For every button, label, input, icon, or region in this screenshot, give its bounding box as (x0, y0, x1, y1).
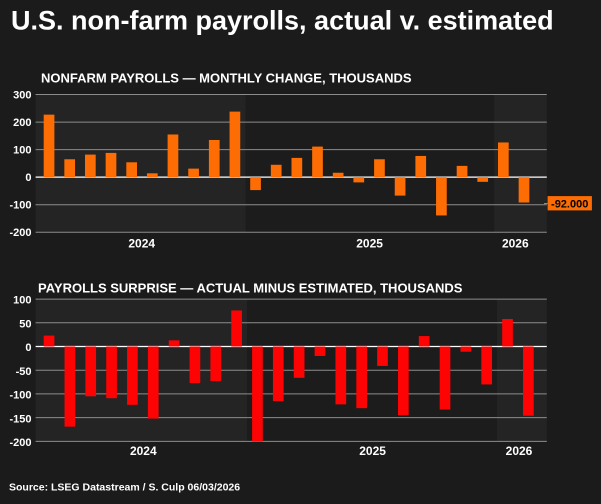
svg-text:2026: 2026 (506, 444, 533, 458)
svg-text:200: 200 (13, 117, 31, 129)
svg-text:2024: 2024 (130, 444, 157, 458)
svg-text:-100: -100 (9, 390, 31, 402)
svg-text:U.S. non-farm payrolls, actual: U.S. non-farm payrolls, actual v. estima… (11, 6, 554, 36)
svg-text:2026: 2026 (502, 237, 529, 251)
svg-text:-200: -200 (9, 437, 31, 449)
svg-text:2024: 2024 (128, 237, 155, 251)
svg-text:300: 300 (13, 89, 31, 101)
svg-text:-100: -100 (9, 200, 31, 212)
svg-text:0: 0 (25, 342, 31, 354)
svg-text:50: 50 (19, 318, 31, 330)
svg-text:2025: 2025 (359, 444, 386, 458)
svg-text:100: 100 (13, 295, 31, 307)
svg-text:Source: LSEG Datastream / S. C: Source: LSEG Datastream / S. Culp 06/03/… (9, 481, 240, 493)
svg-text:100: 100 (13, 144, 31, 156)
svg-text:2025: 2025 (356, 237, 383, 251)
svg-text:-150: -150 (9, 413, 31, 425)
svg-text:-50: -50 (16, 366, 32, 378)
svg-text:-92.000: -92.000 (551, 199, 588, 211)
svg-text:0: 0 (25, 172, 31, 184)
svg-text:-200: -200 (9, 227, 31, 239)
svg-text:NONFARM PAYROLLS — MONTHLY CHA: NONFARM PAYROLLS — MONTHLY CHANGE, THOUS… (41, 70, 412, 85)
svg-text:PAYROLLS SURPRISE — ACTUAL MIN: PAYROLLS SURPRISE — ACTUAL MINUS ESTIMAT… (38, 280, 463, 295)
